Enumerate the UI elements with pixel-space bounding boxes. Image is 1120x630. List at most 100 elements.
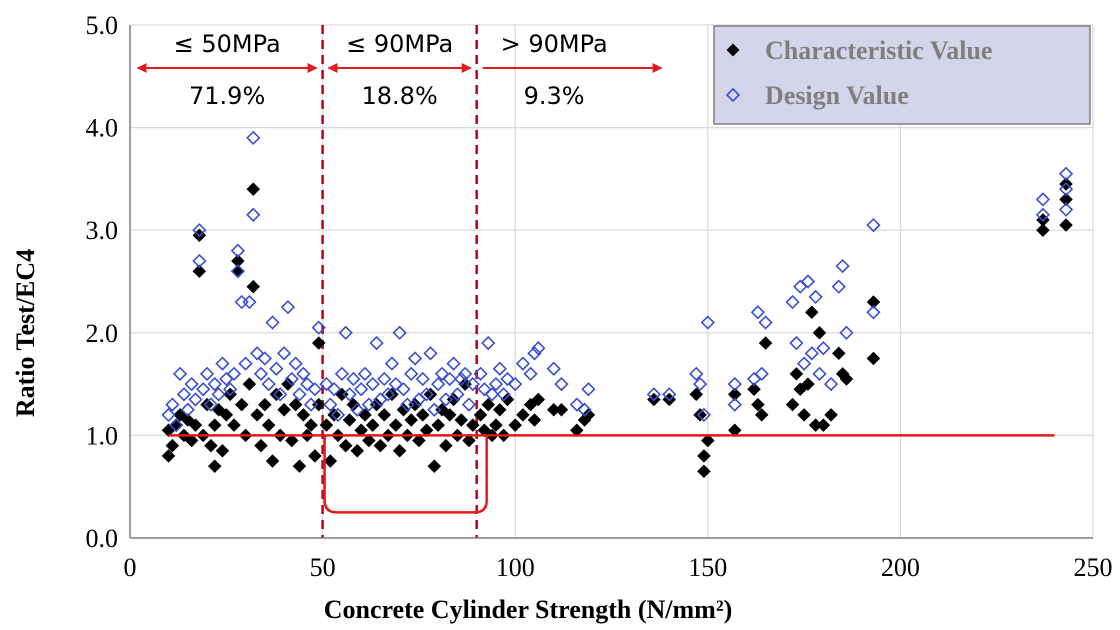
design-point: [473, 366, 488, 381]
design-point: [404, 366, 419, 381]
design-point: [727, 397, 742, 412]
design-series: [161, 130, 1074, 433]
x-tick-label: 150: [688, 553, 727, 582]
design-point: [246, 207, 261, 222]
design-point: [423, 346, 438, 361]
characteristic-point: [554, 402, 569, 417]
characteristic-point: [492, 402, 507, 417]
characteristic-point: [689, 387, 704, 402]
design-point: [280, 300, 296, 315]
characteristic-point: [246, 279, 261, 294]
design-point: [450, 387, 465, 402]
design-point: [531, 341, 546, 356]
characteristic-point: [404, 413, 419, 427]
design-point: [500, 371, 515, 387]
design-point: [508, 376, 523, 392]
region-label: ≤ 90MPa: [346, 30, 453, 58]
y-tick-label: 2.0: [86, 319, 119, 348]
design-point: [300, 376, 315, 392]
design-point: [249, 346, 265, 361]
design-point: [496, 387, 511, 402]
design-point: [384, 356, 400, 371]
characteristic-point: [388, 418, 403, 432]
design-point: [392, 325, 407, 340]
design-point: [242, 294, 257, 310]
characteristic-point: [392, 443, 407, 458]
design-point: [388, 376, 403, 392]
x-tick-label: 0: [124, 553, 137, 582]
characteristic-point: [219, 408, 234, 422]
region-annotations: ≤ 50MPa 71.9% ≤ 90MPa 18.8% > 90MPa 9.3%: [136, 30, 663, 110]
characteristic-point: [431, 418, 446, 432]
characteristic-point: [527, 413, 542, 427]
legend-marker-characteristic: [726, 43, 740, 57]
design-point: [265, 315, 280, 330]
design-point: [253, 366, 269, 381]
characteristic-point: [569, 423, 584, 438]
design-point: [169, 418, 184, 433]
design-point: [793, 279, 808, 294]
design-point: [323, 397, 338, 412]
characteristic-point: [311, 336, 326, 350]
design-point: [192, 253, 207, 269]
characteristic-point: [727, 387, 742, 402]
design-point: [196, 382, 211, 397]
region-label: > 90MPa: [501, 30, 608, 58]
design-point: [238, 356, 253, 371]
design-point: [257, 351, 272, 366]
characteristic-point: [281, 377, 295, 391]
design-point: [700, 315, 715, 330]
design-point: [831, 279, 846, 294]
design-point: [223, 382, 238, 397]
design-point: [569, 397, 584, 412]
x-tick-label: 250: [1074, 553, 1113, 582]
region-percent: 71.9%: [189, 82, 265, 110]
y-tick-label: 3.0: [86, 216, 119, 245]
design-point: [789, 335, 804, 351]
design-point: [365, 376, 380, 392]
design-point: [434, 366, 450, 381]
design-point: [866, 217, 881, 233]
characteristic-point: [489, 418, 503, 432]
characteristic-point: [516, 408, 530, 422]
design-point: [696, 407, 712, 423]
characteristic-point: [342, 413, 357, 427]
design-point: [407, 351, 423, 366]
characteristic-point: [427, 459, 442, 474]
design-point: [835, 258, 850, 274]
design-point: [226, 366, 242, 381]
design-point: [823, 376, 839, 392]
design-point: [515, 356, 531, 371]
design-point: [288, 356, 303, 371]
design-point: [554, 376, 569, 392]
characteristic-point: [442, 408, 457, 422]
characteristic-point: [801, 377, 815, 391]
design-point: [273, 387, 288, 402]
characteristic-point: [227, 418, 241, 432]
design-point: [377, 371, 392, 387]
characteristic-point: [1059, 218, 1073, 232]
design-point: [727, 376, 742, 392]
design-point: [577, 402, 592, 417]
characteristic-point: [296, 408, 311, 422]
characteristic-point: [700, 433, 715, 448]
characteristic-point: [758, 336, 773, 350]
characteristic-point: [751, 397, 765, 412]
design-point: [369, 335, 384, 351]
design-point: [754, 366, 769, 381]
characteristic-point: [231, 264, 245, 279]
design-point: [438, 392, 453, 407]
characteristic-point: [308, 449, 322, 463]
characteristic-point: [257, 397, 272, 412]
x-axis-title: Concrete Cylinder Strength (N/mm²): [324, 595, 733, 624]
design-point: [192, 223, 207, 238]
design-point: [454, 371, 469, 387]
design-point: [481, 335, 496, 351]
legend-label: Characteristic Value: [765, 36, 992, 65]
design-point: [350, 402, 365, 417]
characteristic-point: [215, 443, 230, 458]
design-point: [812, 366, 827, 381]
design-point: [307, 382, 323, 397]
characteristic-point: [234, 397, 249, 412]
characteristic-point: [188, 418, 203, 432]
